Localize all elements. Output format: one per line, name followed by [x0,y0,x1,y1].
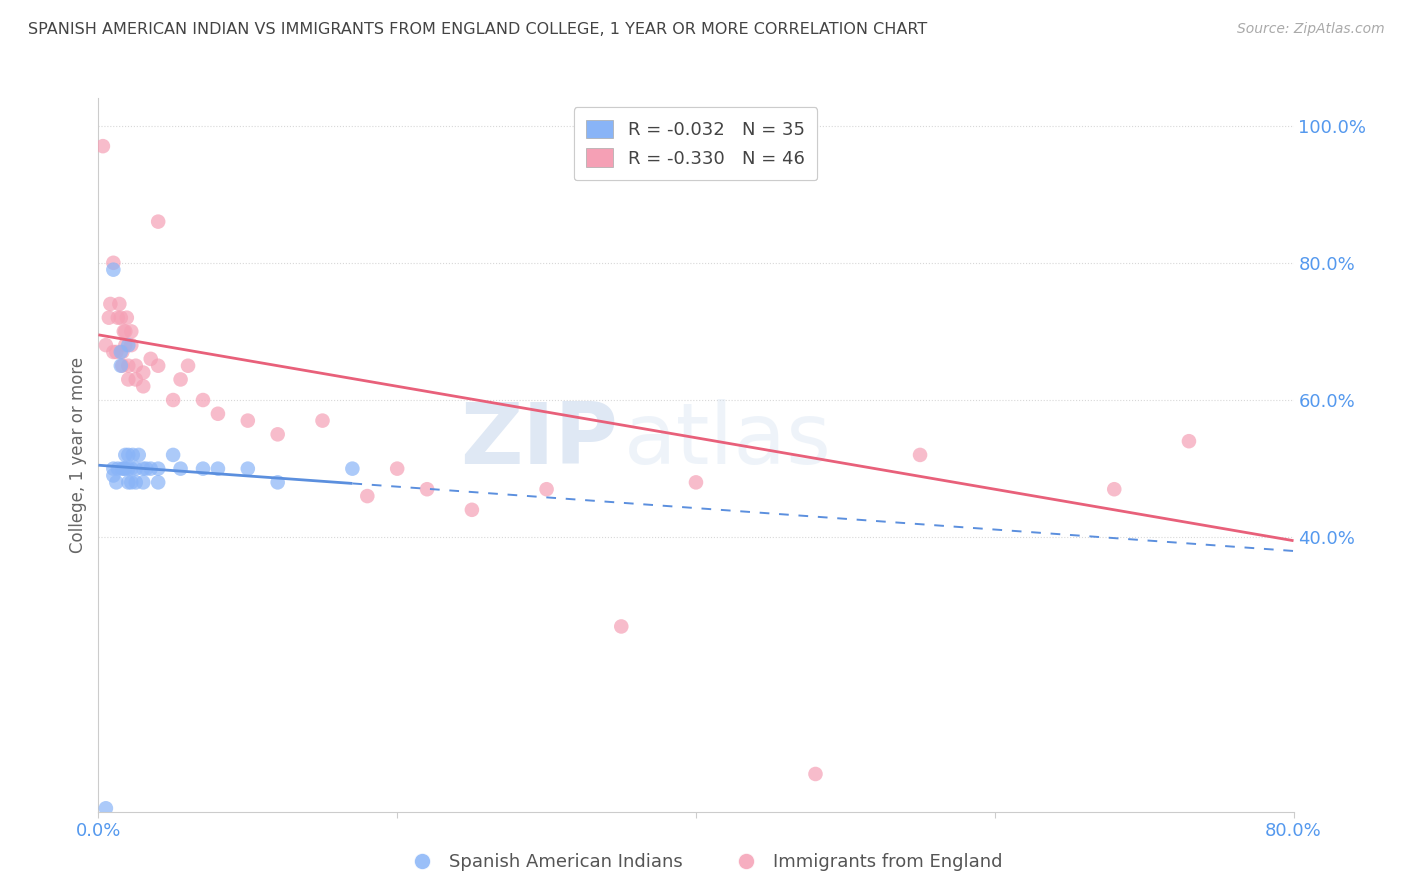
Point [120,338,142,352]
Point [107,461,129,475]
Point [117,372,139,386]
Point [112,461,135,475]
Point [103,262,125,277]
Point [536,482,558,496]
Point [236,461,259,475]
Point [111,461,134,475]
Point [148,461,170,475]
Point [132,461,155,475]
Point [132,366,155,380]
Y-axis label: College, 1 year or more: College, 1 year or more [69,357,87,553]
Text: ZIP: ZIP [461,399,619,483]
Point [91,139,114,153]
Legend: Spanish American Indians, Immigrants from England: Spanish American Indians, Immigrants fro… [396,847,1010,879]
Point [1178,434,1201,449]
Point [169,461,191,475]
Point [97,310,120,325]
Point [207,461,229,475]
Point [207,407,229,421]
Point [685,475,707,490]
Point [114,325,136,339]
Point [107,310,129,325]
Point [117,338,139,352]
Text: atlas: atlas [624,399,832,483]
Point [105,475,128,490]
Point [177,359,200,373]
Point [111,359,134,373]
Point [267,475,290,490]
Point [191,392,214,407]
Point [804,767,827,781]
Point [311,414,333,428]
Point [236,414,259,428]
Text: Source: ZipAtlas.com: Source: ZipAtlas.com [1237,22,1385,37]
Point [115,310,138,325]
Point [110,359,132,373]
Point [110,310,132,325]
Point [120,475,142,490]
Point [112,325,135,339]
Point [908,448,931,462]
Point [1104,482,1126,496]
Point [121,448,143,462]
Point [125,461,148,475]
Point [267,427,290,442]
Point [125,372,148,386]
Point [132,379,155,393]
Point [120,325,142,339]
Point [114,461,136,475]
Point [139,351,162,366]
Point [385,461,409,475]
Point [416,482,439,496]
Point [108,297,131,311]
Point [117,461,139,475]
Point [139,461,162,475]
Point [105,345,128,359]
Point [610,619,633,633]
Point [100,297,122,311]
Point [132,475,155,490]
Legend: R = -0.032   N = 35, R = -0.330   N = 46: R = -0.032 N = 35, R = -0.330 N = 46 [574,107,817,180]
Point [117,475,139,490]
Point [169,372,191,386]
Point [120,461,142,475]
Point [125,475,148,490]
Point [103,468,125,483]
Point [461,503,484,517]
Point [162,392,184,407]
Point [94,338,117,352]
Point [111,345,134,359]
Point [103,256,125,270]
Point [148,214,170,228]
Point [191,461,214,475]
Text: SPANISH AMERICAN INDIAN VS IMMIGRANTS FROM ENGLAND COLLEGE, 1 YEAR OR MORE CORRE: SPANISH AMERICAN INDIAN VS IMMIGRANTS FR… [28,22,928,37]
Point [148,475,170,490]
Point [114,338,136,352]
Point [103,461,125,475]
Point [162,448,184,462]
Point [114,448,136,462]
Point [103,345,125,359]
Point [342,461,364,475]
Point [110,345,132,359]
Point [94,801,117,815]
Point [148,359,170,373]
Point [135,461,157,475]
Point [125,359,148,373]
Point [117,359,139,373]
Point [128,448,150,462]
Point [356,489,378,503]
Point [117,448,139,462]
